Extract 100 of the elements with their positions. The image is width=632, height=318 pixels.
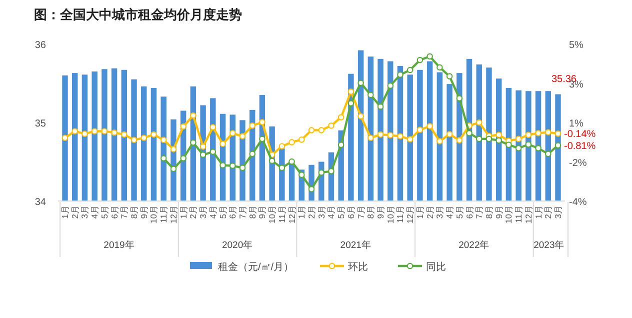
point bbox=[229, 162, 236, 169]
point bbox=[259, 119, 266, 126]
point bbox=[426, 53, 433, 60]
x-tick-label: 12月 bbox=[168, 205, 178, 224]
x-tick-label: 1月 bbox=[178, 205, 188, 219]
x-tick-label: 2月 bbox=[306, 205, 316, 219]
x-tick-label: 1月 bbox=[296, 205, 307, 219]
x-tick-label: 12月 bbox=[523, 205, 534, 224]
point bbox=[190, 112, 196, 119]
point bbox=[544, 150, 552, 158]
x-tick-label: 10月 bbox=[267, 205, 278, 224]
x-tick-label: 12月 bbox=[286, 205, 297, 224]
x-tick-label: 6月 bbox=[346, 205, 356, 219]
data-label: -0.81% bbox=[564, 140, 596, 152]
point bbox=[111, 129, 118, 136]
legend-label: 租金（元/㎡/月） bbox=[218, 261, 294, 273]
point bbox=[239, 133, 246, 140]
point bbox=[121, 131, 128, 138]
x-tick-label: 3月 bbox=[434, 205, 445, 219]
legend-label: 同比 bbox=[426, 261, 446, 273]
point bbox=[554, 130, 562, 137]
x-tick-label: 4月 bbox=[90, 205, 100, 219]
point bbox=[200, 152, 206, 158]
x-tick-label: 4月 bbox=[444, 205, 455, 219]
point bbox=[348, 100, 354, 106]
x-tick-label: 1月 bbox=[533, 205, 544, 219]
point bbox=[220, 140, 226, 148]
x-tick-label: 9月 bbox=[494, 205, 504, 219]
point bbox=[229, 130, 236, 136]
x-tick-label: 9月 bbox=[138, 205, 149, 219]
x-tick-label: 7月 bbox=[356, 205, 366, 219]
y2-tick-label: 5% bbox=[569, 40, 584, 51]
point bbox=[436, 138, 443, 144]
x-tick-label: 12月 bbox=[405, 205, 416, 224]
x-tick-label: 2月 bbox=[188, 205, 198, 219]
text: 2019年 bbox=[104, 239, 135, 251]
point bbox=[368, 134, 374, 141]
point bbox=[496, 137, 502, 144]
x-tick-label: 10月 bbox=[148, 205, 159, 224]
data-label: -0.14% bbox=[564, 129, 596, 140]
y-tick-label: 35 bbox=[34, 118, 46, 130]
x-tick-label: 8月 bbox=[247, 205, 258, 219]
x-tick-label: 3月 bbox=[316, 205, 326, 219]
x-tick-label: 1月 bbox=[414, 205, 425, 219]
x-tick-label: 11月 bbox=[158, 205, 169, 223]
point bbox=[486, 136, 492, 142]
point bbox=[180, 155, 186, 162]
x-tick-label: 10月 bbox=[504, 205, 514, 224]
point bbox=[525, 132, 532, 138]
x-tick-label: 1月 bbox=[60, 205, 70, 219]
point bbox=[406, 66, 414, 74]
point bbox=[72, 128, 78, 134]
point bbox=[358, 113, 364, 120]
point bbox=[476, 119, 482, 126]
x-tick-label: 11月 bbox=[276, 205, 287, 223]
point bbox=[397, 72, 404, 78]
point bbox=[338, 114, 344, 120]
point bbox=[150, 131, 157, 138]
x-tick-label: 7月 bbox=[237, 205, 248, 219]
x-tick-label: 5月 bbox=[336, 205, 346, 219]
point bbox=[160, 136, 167, 144]
x-tick-label: 6月 bbox=[228, 205, 238, 219]
point bbox=[496, 132, 502, 138]
x-tick-label: 9月 bbox=[376, 205, 386, 219]
point bbox=[318, 169, 325, 176]
point bbox=[535, 130, 542, 136]
point bbox=[456, 95, 463, 102]
point bbox=[554, 142, 562, 148]
point bbox=[220, 162, 226, 168]
y2-tick-label: -2% bbox=[569, 158, 587, 169]
y-tick-label: 34 bbox=[34, 197, 46, 208]
x-tick-label: 3月 bbox=[553, 205, 563, 219]
point bbox=[239, 164, 246, 172]
x-tick-label: 2月 bbox=[424, 205, 435, 219]
point bbox=[377, 131, 384, 138]
point bbox=[416, 56, 424, 64]
x-tick-label: 5月 bbox=[454, 205, 464, 219]
x-tick-label: 6月 bbox=[464, 205, 474, 219]
point bbox=[387, 82, 394, 89]
point bbox=[298, 172, 305, 178]
point bbox=[525, 141, 532, 148]
point bbox=[249, 150, 256, 158]
point bbox=[535, 144, 542, 152]
text: 2021年 bbox=[340, 239, 372, 251]
point bbox=[278, 164, 286, 172]
point bbox=[358, 80, 364, 86]
x-tick-label: 4月 bbox=[208, 205, 218, 219]
point bbox=[210, 124, 216, 130]
point bbox=[170, 146, 177, 152]
point bbox=[101, 128, 108, 134]
point bbox=[338, 142, 344, 148]
x-tick-label: 11月 bbox=[514, 205, 524, 223]
x-tick-label: 3月 bbox=[198, 205, 208, 219]
x-tick-label: 7月 bbox=[119, 205, 130, 219]
point bbox=[416, 126, 424, 133]
point bbox=[278, 143, 286, 150]
point bbox=[308, 127, 315, 134]
point bbox=[318, 127, 325, 134]
point bbox=[406, 136, 414, 142]
x-tick-label: 6月 bbox=[109, 205, 120, 219]
